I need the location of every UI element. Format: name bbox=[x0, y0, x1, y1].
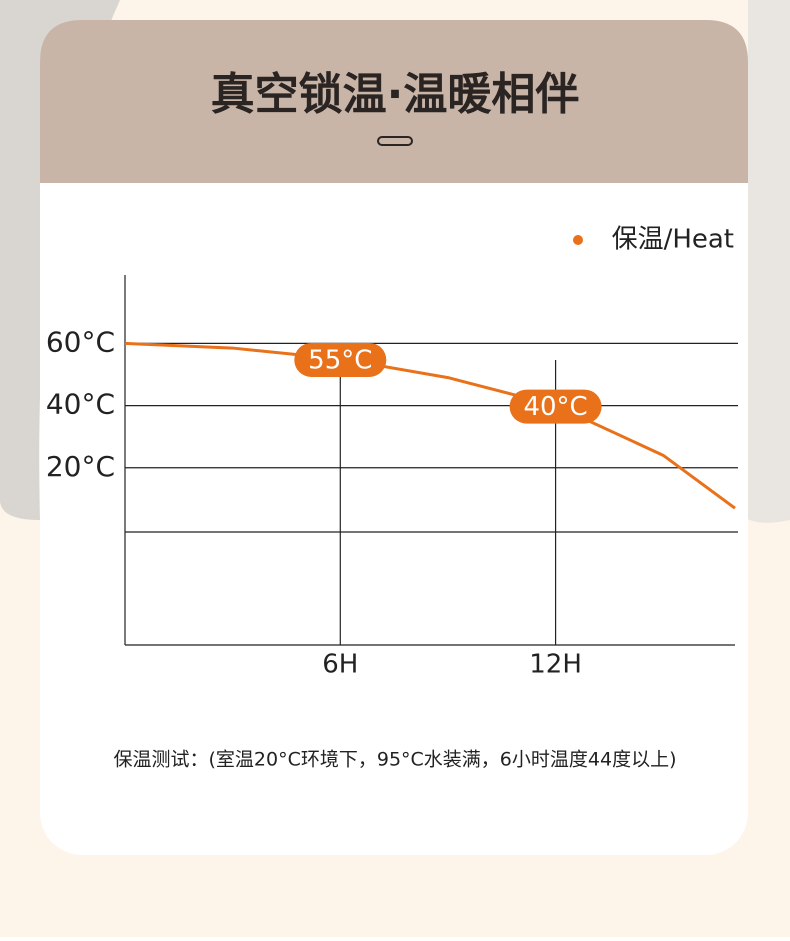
product-shadow bbox=[0, 0, 120, 520]
value-label-pill bbox=[509, 389, 602, 424]
header-band bbox=[40, 20, 748, 183]
value-label: 55°C bbox=[308, 345, 372, 375]
card bbox=[40, 20, 748, 855]
value-label-pill bbox=[294, 342, 387, 377]
title: 真空锁温·温暖相伴 bbox=[211, 69, 580, 120]
legend-marker bbox=[573, 235, 583, 245]
title-ornament bbox=[377, 136, 413, 146]
footnote: 保温测试：(室温20°C环境下，95°C水装满，6小时温度44度以上) bbox=[114, 749, 677, 771]
y-tick-label: 20°C bbox=[46, 450, 115, 483]
x-tick-label: 6H bbox=[322, 650, 358, 680]
data-line bbox=[124, 341, 736, 510]
legend-label: 保温/Heat bbox=[612, 225, 734, 255]
value-label: 40°C bbox=[523, 392, 587, 422]
y-tick-label: 60°C bbox=[46, 325, 115, 358]
y-tick-label: 40°C bbox=[46, 388, 115, 421]
x-tick-label: 12H bbox=[529, 650, 582, 680]
